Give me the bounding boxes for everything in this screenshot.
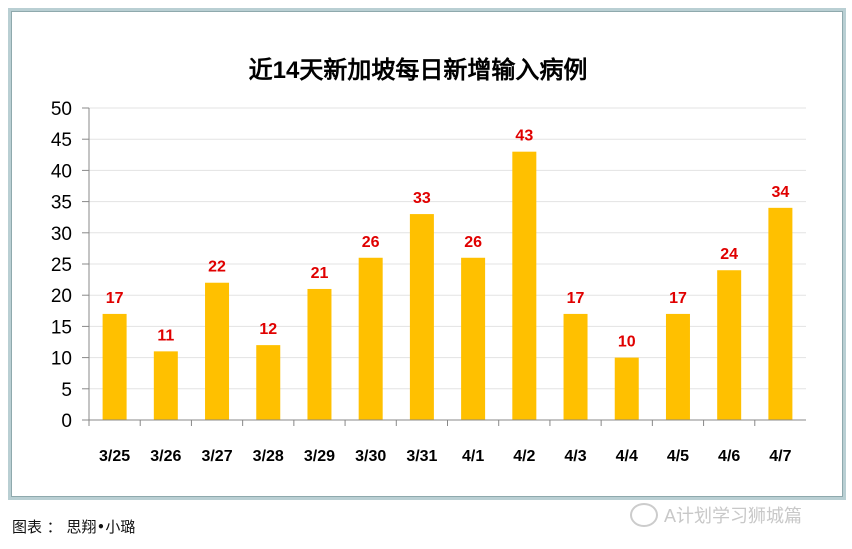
data-label: 17 <box>669 290 687 307</box>
x-tick-label: 3/29 <box>304 448 335 465</box>
x-tick-label: 3/25 <box>99 448 130 465</box>
data-label: 12 <box>259 321 277 338</box>
x-tick-label: 4/7 <box>769 448 791 465</box>
bar <box>461 257 486 420</box>
bar <box>768 207 793 420</box>
caption: 图表 ： 思翔•小璐 <box>12 518 136 536</box>
y-tick-label: 45 <box>51 130 72 151</box>
bar <box>256 345 281 420</box>
x-tick-label: 4/4 <box>616 448 638 465</box>
bar <box>205 282 230 420</box>
y-tick-label: 20 <box>51 286 72 307</box>
bar <box>512 151 537 420</box>
wechat-icon <box>630 503 658 527</box>
y-tick-label: 30 <box>51 224 72 245</box>
watermark: A计划学习狮城篇 <box>630 502 802 528</box>
bar <box>409 214 434 420</box>
bar <box>358 257 383 420</box>
bar <box>665 313 690 420</box>
x-tick-label: 3/27 <box>201 448 232 465</box>
data-label: 24 <box>720 246 738 263</box>
data-label: 11 <box>157 327 174 344</box>
data-label: 22 <box>208 259 226 276</box>
bar <box>102 313 127 420</box>
watermark-text: A计划学习狮城篇 <box>664 506 803 526</box>
x-tick-label: 3/31 <box>406 448 437 465</box>
y-tick-label: 5 <box>61 380 72 401</box>
x-tick-label: 4/6 <box>718 448 740 465</box>
bar <box>563 313 588 420</box>
y-tick-label: 15 <box>51 317 72 338</box>
data-label: 33 <box>413 190 431 207</box>
data-label: 17 <box>567 290 585 307</box>
data-label: 26 <box>362 234 380 251</box>
bar-chart: 近14天新加坡每日新增输入病例 17 11 22 12 21 26 33 26 43 17 10 17… <box>51 56 806 465</box>
chart-title: 近14天新加坡每日新增输入病例 <box>249 56 588 84</box>
x-tick-label: 4/1 <box>462 448 484 465</box>
data-label: 21 <box>311 265 329 282</box>
y-tick-label: 50 <box>51 99 72 120</box>
x-tick-label: 3/28 <box>253 448 284 465</box>
bar <box>307 288 332 420</box>
y-tick-label: 10 <box>51 349 72 370</box>
data-label: 43 <box>515 128 533 145</box>
bar <box>153 351 178 420</box>
data-label: 26 <box>464 234 482 251</box>
x-tick-label: 4/3 <box>564 448 586 465</box>
y-tick-label: 40 <box>51 161 72 182</box>
bar <box>717 270 742 420</box>
x-tick-label: 3/30 <box>355 448 386 465</box>
x-tick-label: 4/5 <box>667 448 689 465</box>
x-tick-label: 4/2 <box>513 448 535 465</box>
data-label: 17 <box>106 290 124 307</box>
y-tick-label: 25 <box>51 255 72 276</box>
bar <box>614 357 639 420</box>
x-tick-label: 3/26 <box>150 448 181 465</box>
data-label: 10 <box>618 334 636 351</box>
y-tick-label: 0 <box>61 411 72 432</box>
y-tick-label: 35 <box>51 193 72 214</box>
data-label: 34 <box>771 184 789 201</box>
